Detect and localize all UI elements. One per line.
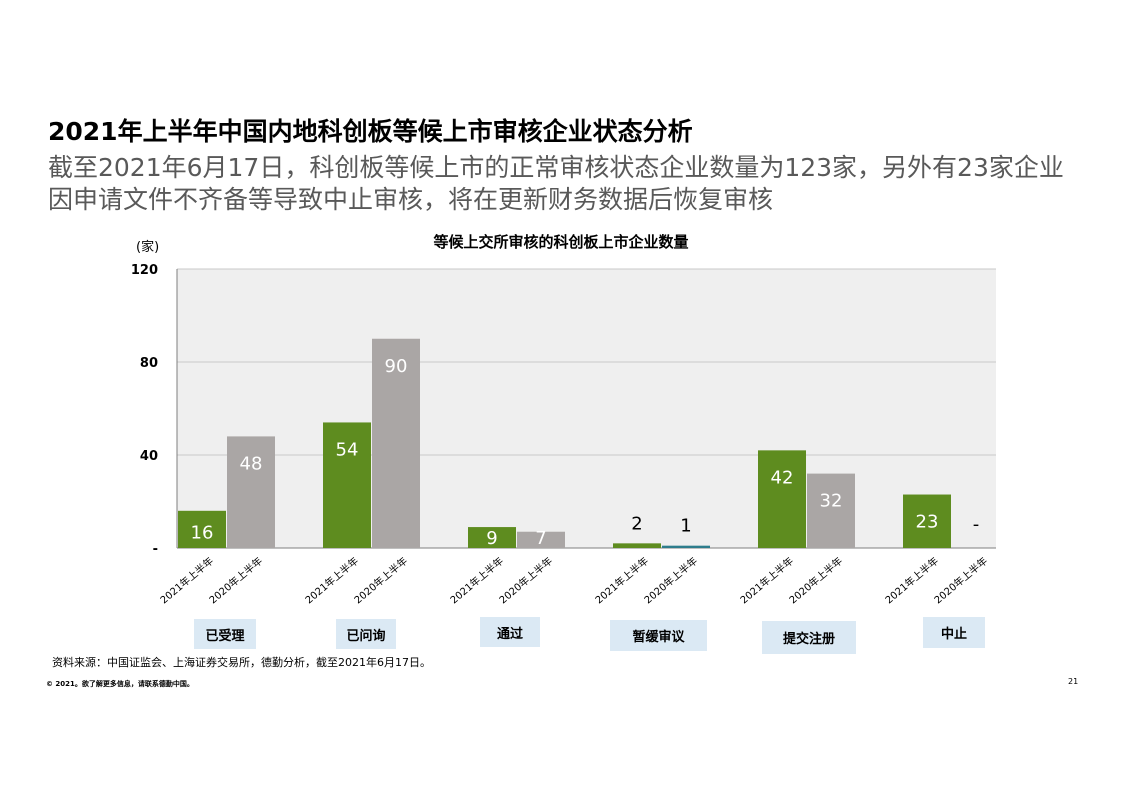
data-label: 9	[486, 528, 497, 549]
data-label: 48	[240, 453, 263, 474]
category-label: 中止	[923, 617, 985, 648]
plot-area	[177, 269, 996, 548]
y-tick-label: 80	[140, 356, 158, 371]
y-tick-label: 120	[131, 263, 158, 278]
bar	[323, 422, 371, 548]
data-label: 16	[191, 522, 214, 543]
data-label: 2	[631, 513, 642, 534]
data-label: 32	[820, 491, 843, 512]
x-tick-label: 2020年上半年	[786, 554, 844, 606]
bar	[517, 531, 565, 548]
category-label: 暂缓审议	[610, 620, 707, 651]
bar	[227, 436, 275, 548]
data-label: 54	[336, 439, 359, 460]
x-tick-label: 2020年上半年	[351, 554, 409, 606]
bar	[372, 338, 420, 548]
category-label: 提交注册	[762, 621, 856, 654]
y-tick-label: -	[153, 542, 158, 557]
bar	[662, 545, 710, 548]
bar	[807, 473, 855, 548]
page-subtitle: 截至2021年6月17日，科创板等候上市的正常审核状态企业数量为123家，另外有…	[48, 153, 1064, 214]
bar	[613, 543, 661, 548]
y-axis-unit: (家)	[136, 240, 160, 255]
chart-title: 等候上交所审核的科创板上市企业数量	[433, 233, 689, 251]
data-label: 42	[771, 467, 794, 488]
category-label: 通过	[480, 617, 540, 647]
data-label: 7	[535, 528, 546, 549]
bar-chart: -4080120162021年上半年482020年上半年542021年上半年90…	[131, 263, 996, 606]
y-tick-label: 40	[140, 449, 158, 464]
data-label: 90	[385, 356, 408, 377]
page-title: 2021年上半年中国内地科创板等候上市审核企业状态分析	[48, 117, 693, 146]
data-label: 1	[680, 516, 691, 537]
category-label: 已受理	[194, 619, 256, 649]
bar	[178, 510, 226, 548]
copyright: © 2021。欲了解更多信息，请联系德勤中国。	[46, 680, 194, 688]
x-tick-label: 2020年上半年	[206, 554, 264, 606]
page-number: 21	[1068, 677, 1079, 686]
bar	[758, 450, 806, 548]
bar	[903, 494, 951, 548]
x-tick-label: 2020年上半年	[496, 554, 554, 606]
data-label: -	[973, 514, 980, 535]
x-tick-label: 2020年上半年	[931, 554, 989, 606]
bar	[468, 527, 516, 548]
category-label: 已问询	[336, 619, 396, 649]
source-note: 资料来源：中国证监会、上海证券交易所，德勤分析，截至2021年6月17日。	[52, 656, 431, 669]
x-tick-label: 2020年上半年	[641, 554, 699, 606]
data-label: 23	[916, 512, 939, 533]
